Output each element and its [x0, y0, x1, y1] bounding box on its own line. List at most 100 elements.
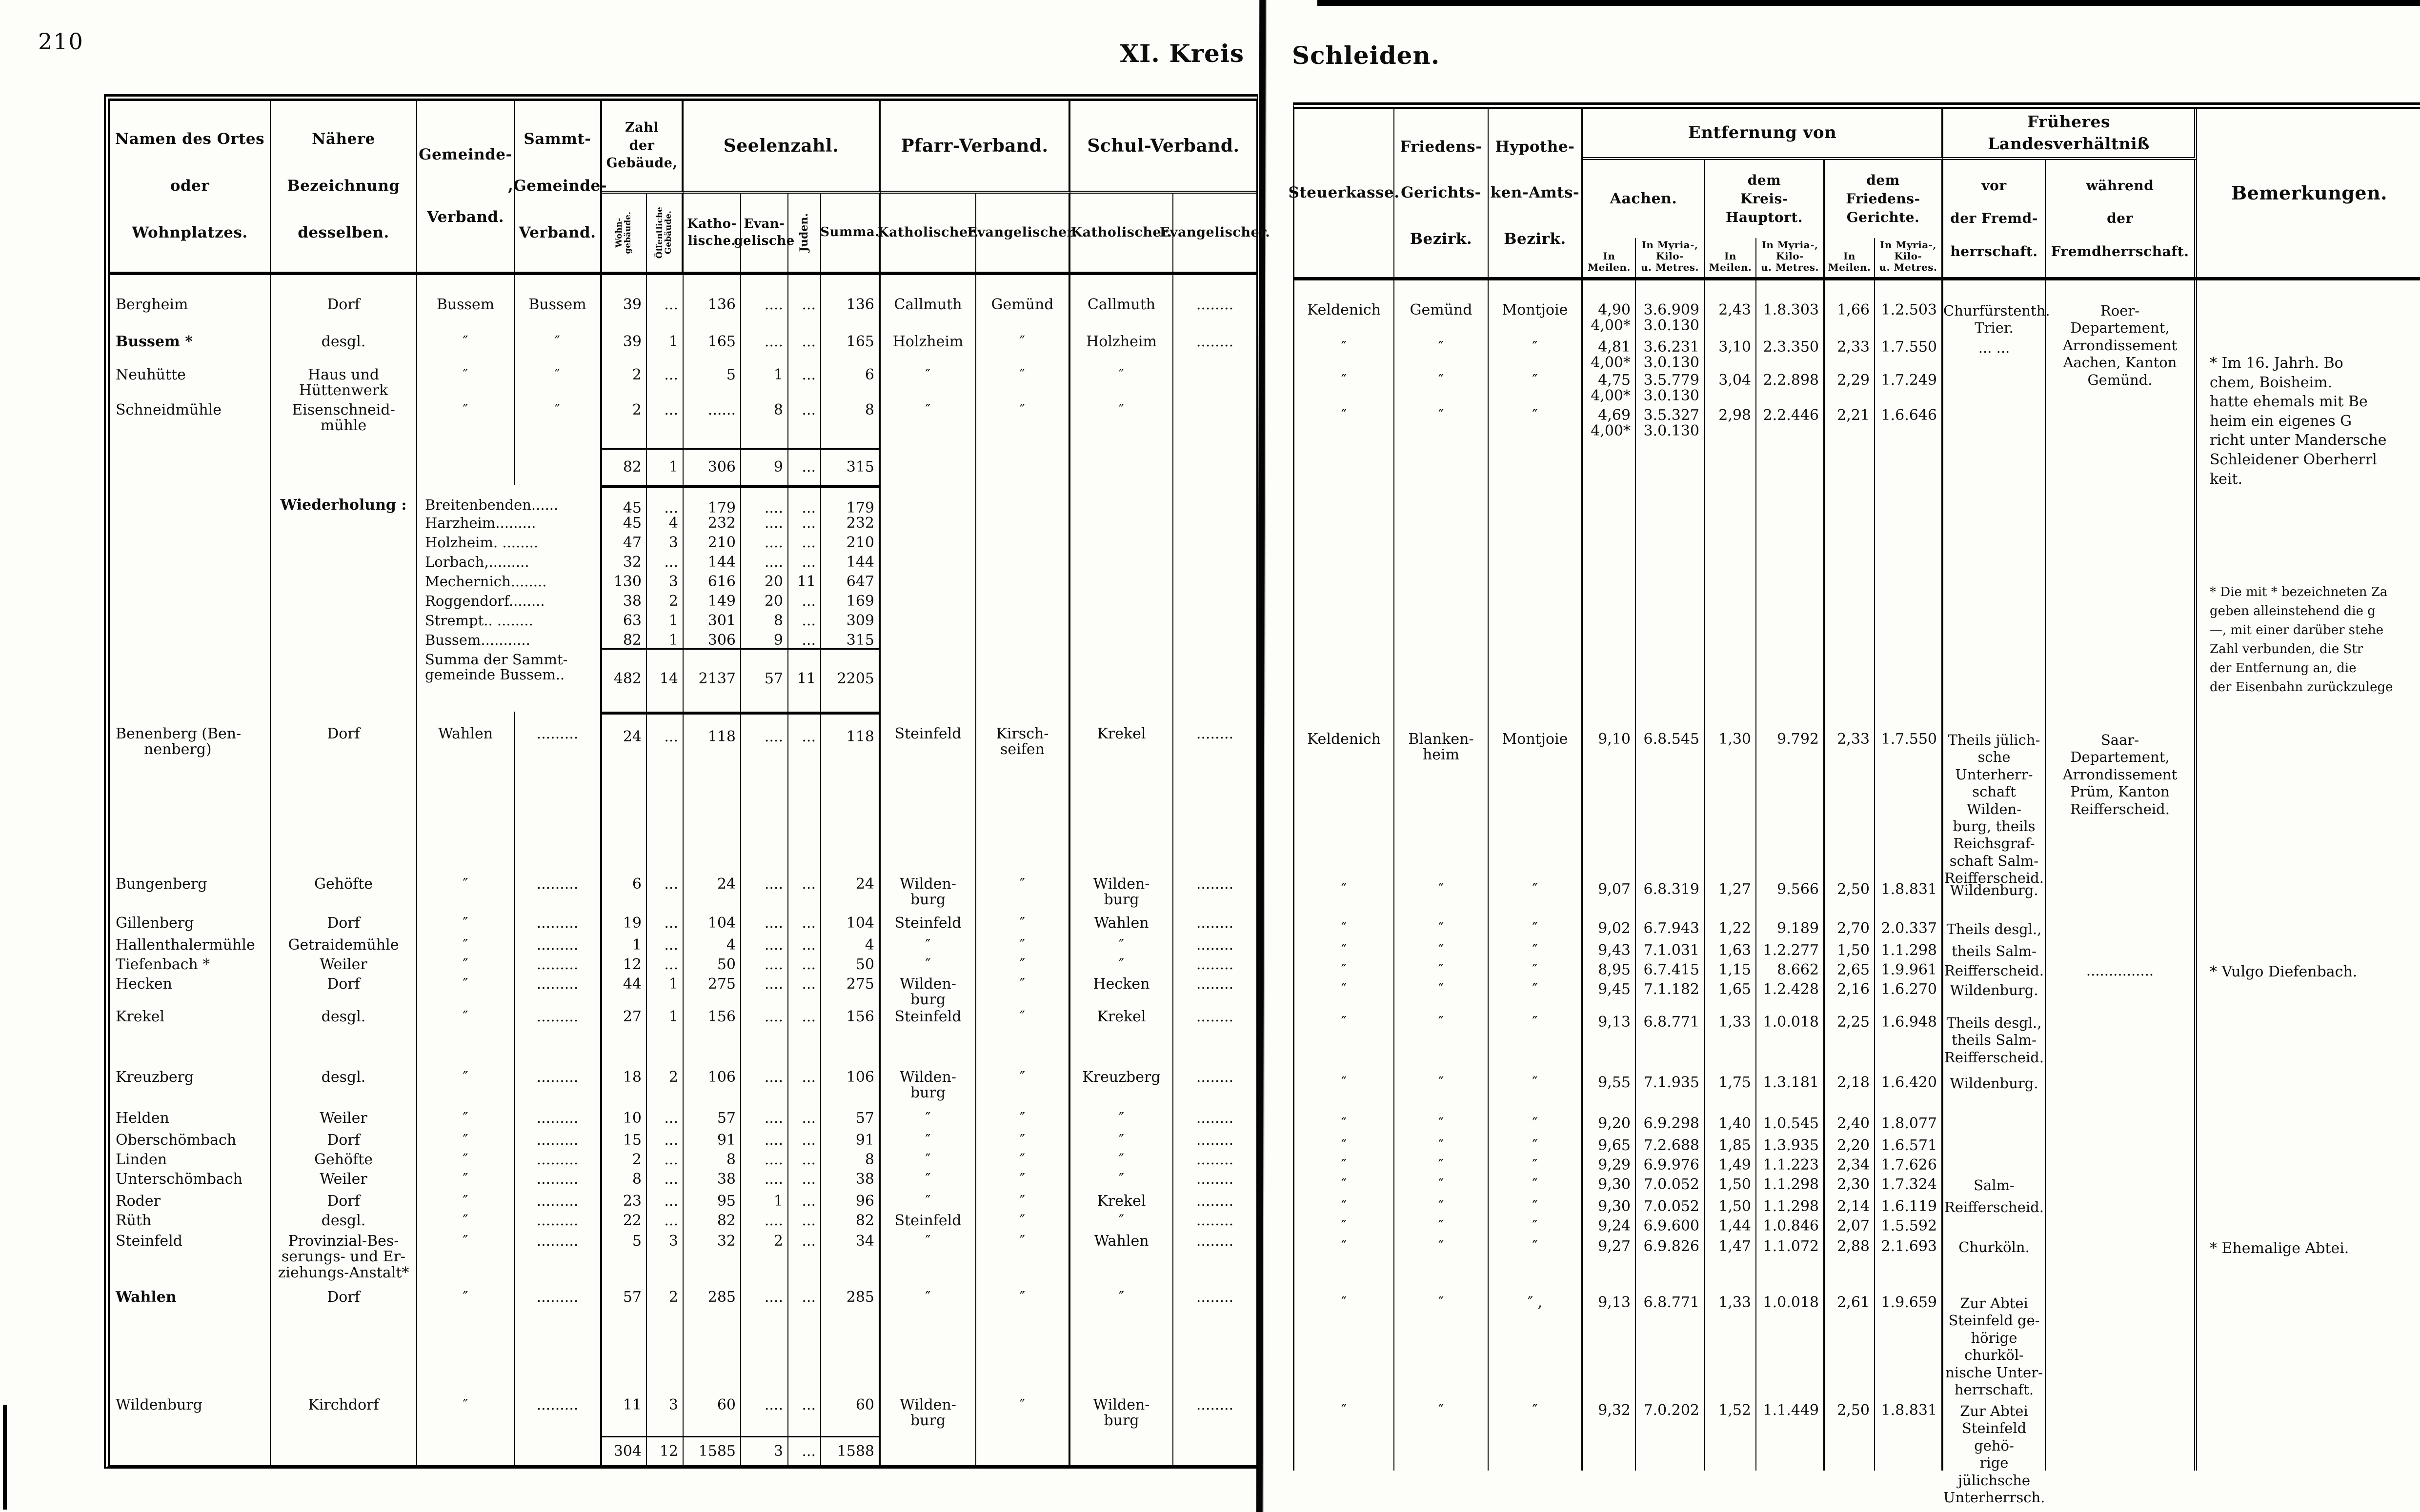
cell-gem: ″	[417, 1282, 515, 1390]
cell-line: 9,30	[1598, 1198, 1631, 1215]
cell-e: 8	[741, 609, 788, 629]
cell-am: 9,13	[1583, 1010, 1636, 1068]
cell-line: 15	[623, 1132, 642, 1149]
header-line: Bemerkungen.	[2231, 182, 2387, 204]
cell-line: 1.2.503	[1881, 301, 1937, 318]
cell-hy	[1489, 490, 1583, 517]
cell-km	[1705, 490, 1756, 517]
cell-line: Unterherrsch.	[1943, 1489, 2045, 1506]
cell-line: 6.8.771	[1643, 1014, 1699, 1031]
header-line: Gemeinde-	[419, 146, 512, 164]
cell-line: ″	[463, 1132, 468, 1149]
cell-fk: 1.9.961	[1875, 958, 1943, 978]
cell-line: mühle	[320, 417, 367, 435]
cell-bem: * Die mit * bezeichneten Za geben alleins…	[2197, 490, 2420, 695]
cell-fm: 2,14	[1825, 1195, 1875, 1214]
cell-line: Callmuth	[1087, 296, 1156, 313]
cell-se: ........	[1173, 1148, 1256, 1168]
table-left-body: Bergheim Dorf Bussem Bussem 39... 136....... 1…	[110, 275, 1256, 1465]
cell-line: 57	[623, 1289, 642, 1306]
cell-line: Theils desgl.,	[1946, 1015, 2042, 1031]
cell-o: 2	[647, 590, 684, 609]
cell-line: 1.8.831	[1881, 881, 1937, 898]
cell-line: Churköln.	[1958, 1239, 2030, 1255]
cell-w: 304	[602, 1436, 647, 1465]
cell-fk	[1875, 1441, 1943, 1471]
page-title-kreis: XI. Kreis	[1120, 39, 1244, 68]
cell-fg: ″	[1394, 1112, 1489, 1134]
cell-wae: Roer- Departement, Arrondissement Aachen, K…	[2046, 280, 2197, 388]
cell-line: Weiler	[320, 1171, 367, 1188]
cell-am	[1583, 634, 1636, 654]
cell-n	[110, 448, 271, 485]
cell-j: ...	[788, 531, 821, 551]
cell-line: ″	[1532, 407, 1538, 424]
cell-line: 9,20	[1598, 1115, 1631, 1132]
header-line: gebäude.	[623, 211, 633, 254]
cell-fg: Gemünd	[1394, 280, 1489, 332]
cell-gem	[417, 1436, 515, 1465]
cell-line: Gillenberg	[116, 915, 194, 932]
cell-line: ″	[1438, 981, 1444, 998]
group-header-entfernung-von: Entfernung von	[1583, 109, 1943, 160]
cell-line: ....	[764, 915, 783, 932]
cell-line: Blanken-	[1408, 731, 1474, 748]
cell-line: 45	[623, 499, 642, 517]
cell-s: 136	[821, 275, 881, 326]
cell-o: ...	[647, 1129, 684, 1148]
cell-se: ........	[1173, 1063, 1256, 1107]
cell-fm: 1,50	[1825, 939, 1875, 958]
header-line: u. Metres.	[1879, 261, 1937, 273]
cell-k: 301	[684, 609, 741, 629]
cell-line: ″	[463, 1396, 468, 1413]
cell-line: ″	[463, 936, 468, 954]
cell-gem: ″	[417, 395, 515, 448]
cell-line: 39	[623, 296, 642, 313]
cell-wae	[2046, 490, 2197, 517]
cell-w: 39	[602, 275, 647, 326]
cell-line: 3	[668, 573, 678, 590]
cell-k: 285	[684, 1282, 741, 1390]
cell-sammt: .........	[515, 1282, 602, 1390]
cell-line: geben alleinstehend die g	[2210, 604, 2376, 618]
cell-am	[1583, 654, 1636, 717]
cell-wae	[2046, 595, 2197, 615]
cell-bem	[2197, 717, 2420, 878]
cell-line: ″	[1118, 1171, 1125, 1188]
cell-line: .........	[536, 1212, 579, 1229]
cell-line: 1,22	[1718, 920, 1751, 937]
cell-line: ″	[1118, 1212, 1125, 1229]
cell-line: ″	[1341, 1217, 1347, 1234]
cell-vor	[1943, 400, 2046, 454]
cell-sk: Holzheim	[1070, 326, 1173, 360]
cell-gem: Wahlen	[417, 712, 515, 873]
cell-vor	[1943, 490, 2046, 517]
cell-line: ...	[802, 1443, 816, 1460]
cell-line: 1	[668, 1008, 678, 1025]
cell-vor: Churfürstenth. Trier.	[1943, 280, 2050, 336]
cell-fk: 2.0.337	[1875, 917, 1943, 939]
cell-ak: 6.7.943	[1636, 917, 1705, 939]
header-line: herrschaft.	[1950, 243, 2038, 259]
header-line: der	[2107, 210, 2133, 227]
cell-line: ...	[802, 554, 816, 571]
cell-fm: 2,65	[1825, 958, 1875, 978]
cell-bez: Provinzial-Bes-serungs- und Er-ziehungs-…	[271, 1228, 417, 1282]
cell-line: ...	[664, 1151, 678, 1168]
header-line: In	[1724, 250, 1736, 262]
cell-line: ″	[1118, 401, 1125, 418]
cell-s: 24	[821, 873, 881, 912]
cell-wae	[2046, 1134, 2197, 1154]
cell-k: 32	[684, 1228, 741, 1282]
cell-sammt: .........	[515, 873, 602, 912]
cell-wae	[2046, 1173, 2197, 1195]
cell-line: 2,29	[1837, 372, 1870, 389]
cell-line: ″	[554, 333, 561, 350]
cell-st	[1294, 537, 1394, 556]
cell-line: 2,30	[1837, 1176, 1870, 1193]
cell-k: 5	[684, 360, 741, 395]
cell-line: ...	[802, 1069, 816, 1086]
cell-se	[1173, 1436, 1256, 1465]
cell-line: keit.	[2210, 470, 2243, 488]
cell-hy: Montjoie	[1489, 280, 1583, 332]
